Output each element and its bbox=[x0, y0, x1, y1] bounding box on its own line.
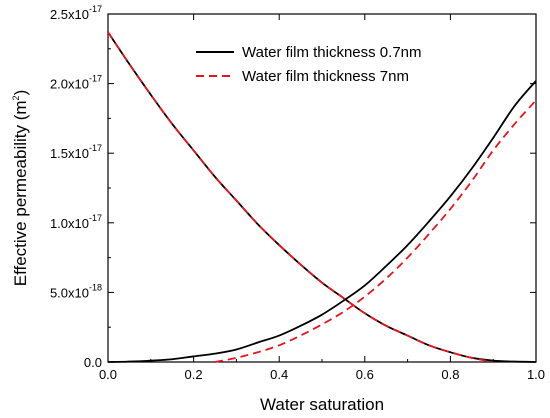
y-tick-label: 1.5x10-17 bbox=[50, 143, 102, 161]
legend-label-7nm: Water film thickness 7nm bbox=[242, 68, 409, 85]
x-tick-label: 0.8 bbox=[441, 367, 459, 382]
x-axis-ticks: 0.0 0.2 0.4 0.6 0.8 1.0 bbox=[99, 14, 545, 382]
legend: Water film thickness 0.7nm Water film th… bbox=[196, 44, 422, 85]
series-curves bbox=[107, 31, 537, 363]
y-axis-title: Effective permeability (m2) bbox=[11, 90, 30, 287]
y-tick-label: 0.0 bbox=[84, 355, 102, 370]
x-tick-label: 0.2 bbox=[185, 367, 203, 382]
y-tick-label: 5.0x10-18 bbox=[50, 282, 102, 300]
y-tick-label: 1.0x10-17 bbox=[50, 213, 102, 231]
x-tick-label: 0.4 bbox=[270, 367, 288, 382]
y-tick-label: 2.5x10-17 bbox=[50, 4, 102, 22]
series-1-curve-1 bbox=[214, 99, 537, 363]
x-tick-label: 0.6 bbox=[356, 367, 374, 382]
x-tick-label: 1.0 bbox=[527, 367, 545, 382]
plot-frame bbox=[107, 13, 537, 363]
y-axis-ticks: 0.0 5.0x10-18 1.0x10-17 1.5x10-17 2.0x10-17 2… bbox=[50, 4, 536, 370]
y-axis-title-main: Effective permeability (m bbox=[11, 100, 30, 286]
x-axis-title: Water saturation bbox=[260, 395, 384, 414]
legend-label-0.7nm: Water film thickness 0.7nm bbox=[242, 44, 422, 61]
y-axis-title-end: ) bbox=[11, 90, 30, 96]
y-tick-label: 2.0x10-17 bbox=[50, 74, 102, 92]
y-axis-title-sup: 2 bbox=[11, 95, 21, 100]
series-1-curve-0 bbox=[107, 31, 494, 363]
x-tick-label: 0.0 bbox=[99, 367, 117, 382]
series-0-curve-1 bbox=[107, 80, 537, 363]
